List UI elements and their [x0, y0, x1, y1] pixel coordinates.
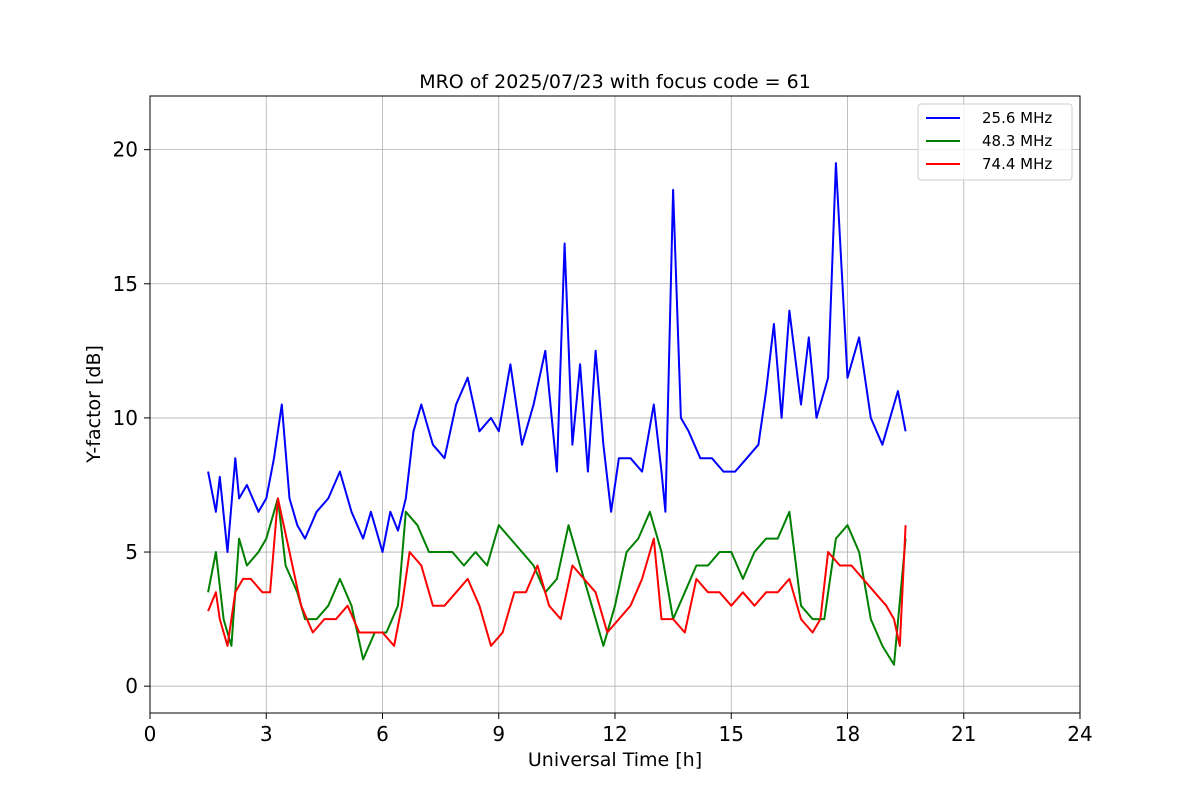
x-tick-label: 21 [951, 722, 976, 746]
y-tick-label: 10 [113, 406, 138, 430]
y-tick-label: 0 [125, 674, 138, 698]
legend-label-74-4: 74.4 MHz [982, 155, 1052, 173]
x-tick-label: 24 [1067, 722, 1092, 746]
legend-box [917, 103, 1073, 181]
series-line-25-6-mhz [207, 162, 907, 553]
legend-label-48-3: 48.3 MHz [982, 132, 1052, 150]
x-tick-label: 6 [376, 722, 389, 746]
x-tick-label: 9 [492, 722, 505, 746]
x-tick-label: 12 [602, 722, 627, 746]
y-axis-label: Y-factor [dB] [83, 345, 105, 464]
x-axis-label: Universal Time [h] [528, 749, 702, 771]
x-tick-label: 0 [144, 722, 157, 746]
y-axis: 0 5 10 15 20 [113, 138, 150, 698]
x-axis: 0 3 6 9 12 15 18 21 24 [144, 713, 1093, 746]
y-tick-label: 15 [113, 272, 138, 296]
x-tick-label: 3 [260, 722, 273, 746]
chart-title: MRO of 2025/07/23 with focus code = 61 [419, 71, 811, 93]
legend: 25.6 MHz 48.3 MHz 74.4 MHz [917, 103, 1073, 181]
series-layer [207, 162, 907, 666]
y-tick-label: 20 [113, 138, 138, 162]
y-tick-label: 5 [125, 540, 138, 564]
x-tick-label: 18 [835, 722, 860, 746]
series-line-74-4-mhz [207, 497, 907, 647]
x-tick-label: 15 [719, 722, 744, 746]
legend-label-25-6: 25.6 MHz [982, 109, 1052, 127]
grid-lines [149, 96, 1081, 713]
